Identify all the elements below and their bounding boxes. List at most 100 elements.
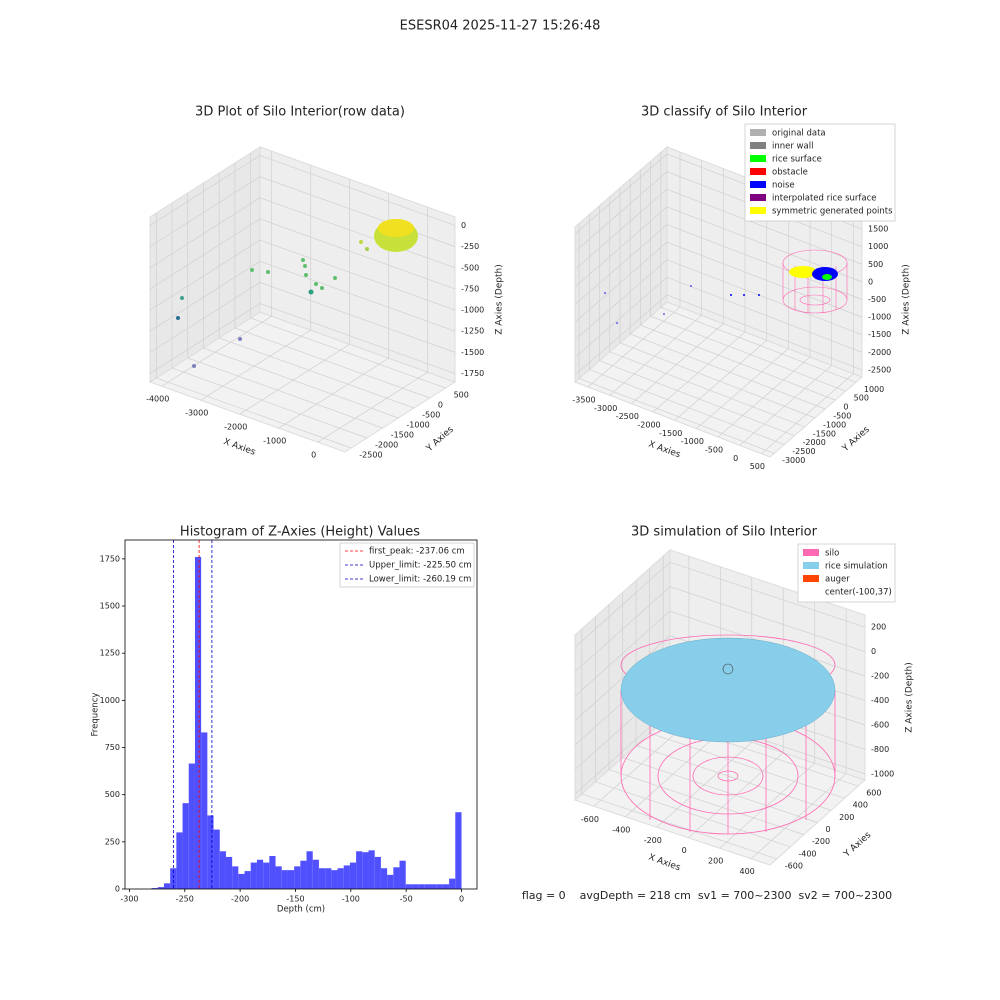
histogram-bar [287,870,295,889]
grid-line [609,196,805,428]
histogram-bar [418,884,425,889]
x-tick-label: -1000 [263,437,286,446]
z-tick-label: -800 [871,745,889,754]
y-tick-label: -400 [798,849,816,858]
histogram-bar [213,829,220,889]
histogram-bar [436,884,443,889]
grid-line [161,151,273,387]
x-tick-label: -2500 [616,412,639,421]
grid-line [599,205,795,436]
z-tick-label: -1500 [461,348,484,357]
grid-line [750,608,847,859]
y-tick-label: 500 [105,790,120,799]
rice-surface [620,637,836,743]
legend-label: Upper_limit: -225.50 cm [369,561,472,571]
x-tick-label: 0 [459,895,464,904]
x-tick-label: -1500 [659,429,682,438]
y-tick-label: -2500 [792,447,815,456]
legend-box [744,123,896,222]
x-tick-label: -1000 [681,437,704,446]
grid-line [149,303,456,374]
grid-line [574,206,863,288]
z-tick-label: -1000 [868,313,891,322]
histogram-bar [207,815,214,889]
z-tick-label: 1000 [868,242,888,251]
z-tick-label: -200 [871,672,889,681]
histogram-bar [176,832,183,889]
center-marker [722,663,734,675]
y-tick-label: 500 [854,394,869,403]
histogram-bar [201,732,208,889]
grid-line [640,170,836,401]
x-tick-label: -300 [120,895,138,904]
grid-line [574,561,866,648]
z-tick-label: -400 [871,696,889,705]
decor [176,219,848,835]
histogram-bar [194,556,202,889]
histogram-bar [362,852,369,889]
histogram-bar [151,888,158,889]
y-tick-label: 500 [454,391,469,400]
pane-back [259,146,456,383]
histogram-bar [399,860,406,889]
silo-wireframe [620,634,836,835]
x-tick-label: 0 [311,451,316,460]
legend-swatch [750,168,766,175]
histogram-bar [256,859,264,889]
legend-label: inner wall [772,142,813,152]
chart-title: 3D simulation of Silo Interior [631,525,818,540]
x-tick-label: -400 [612,825,630,834]
grid-line [574,294,863,376]
z-tick-label: -600 [871,721,889,730]
histogram-bar [424,884,431,889]
z-tick-label: -2500 [868,365,891,374]
legend-swatch [750,194,766,201]
histogram-bar [356,851,363,889]
x-tick-label: 500 [750,462,765,471]
grid-line [578,223,775,454]
legend-label: first_peak: -237.06 cm [369,547,465,557]
chart-title: Histogram of Z-Axies (Height) Values [180,525,420,540]
z-tick-label: 500 [868,260,883,269]
grid-line [696,193,789,429]
y-tick-label: 0 [438,401,443,410]
y-tick-label: -500 [833,412,851,421]
y-tick-label: 200 [839,813,854,822]
y-tick-label: -500 [422,411,440,420]
histogram-bar [380,868,388,889]
histogram-bar [337,868,344,889]
z-tick-label: -1750 [461,369,484,378]
legend-label: rice surface [772,155,822,165]
z-tick-label: -500 [868,295,886,304]
grid-line [581,628,777,860]
grid-line [234,163,430,399]
histogram-bar [163,883,171,889]
y-tick-label: -2000 [375,441,398,450]
legend-swatch [750,142,766,149]
x-tick-label: -3500 [572,396,595,405]
grid-line [317,207,429,443]
legend-swatch [750,129,766,136]
legend-swatch [750,207,766,214]
histogram-bar [306,851,313,889]
y-tick-label: 0 [115,885,120,894]
grid-line [574,586,866,672]
grid-line [650,161,846,392]
grid-line [739,210,833,446]
grid-line [149,239,456,311]
grid-line [588,214,785,445]
grid-line [187,193,383,429]
y-tick-label: 0 [843,403,848,412]
y-tick-label: 1000 [100,696,120,705]
histogram-bar [244,871,251,889]
z-axis-label: Z Axies (Depth) [495,264,505,335]
legend-label: rice simulation [825,562,888,572]
y-tick-label: 1250 [100,649,120,658]
point-cloud [789,266,817,278]
grid-line [250,153,446,389]
histogram-bar [238,873,245,889]
x-tick-label: -2000 [224,423,247,432]
y-tick-label: 750 [105,743,120,752]
histogram-bar [343,865,350,889]
grid-line [656,577,753,828]
